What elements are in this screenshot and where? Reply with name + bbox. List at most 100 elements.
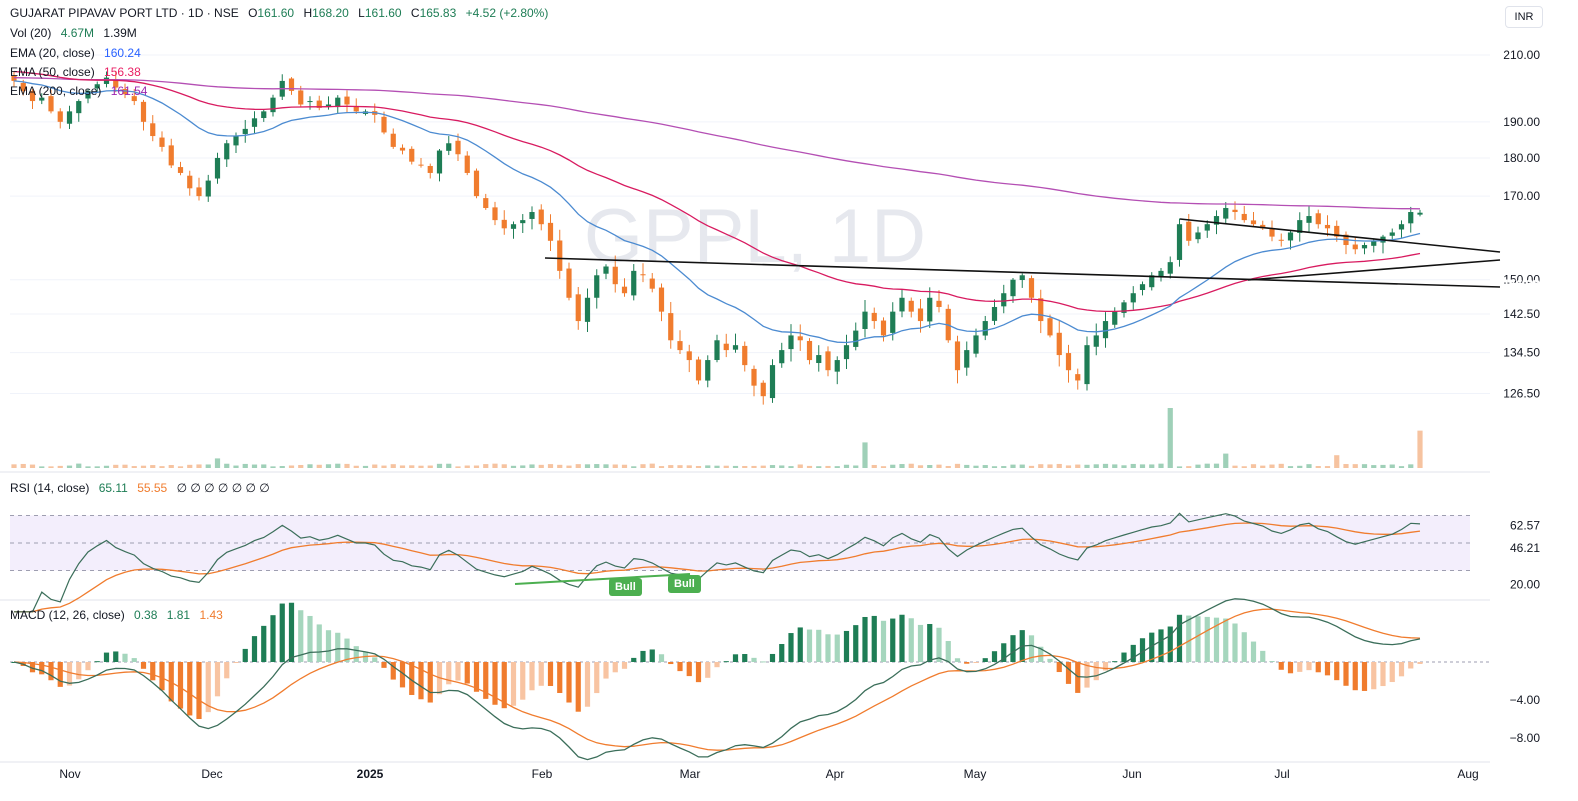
volume-bar <box>927 464 933 468</box>
trendline <box>1179 218 1501 253</box>
macd-histogram-bar <box>621 662 628 669</box>
volume-bar <box>1343 464 1349 468</box>
candle-body <box>816 355 822 364</box>
symbol-watermark: GPPL, 1D <box>584 194 926 279</box>
volume-bar <box>631 466 637 468</box>
macd-histogram-bar <box>233 662 239 663</box>
symbol-name[interactable]: GUJARAT PIPAVAV PORT LTD · 1D · NSE <box>10 6 239 20</box>
candle-body <box>1139 284 1146 291</box>
volume-bar <box>11 464 17 468</box>
macd-histogram-bar <box>261 625 267 662</box>
candle-body <box>1204 224 1210 231</box>
macd-histogram-bar <box>1047 658 1053 662</box>
candle-body <box>1361 245 1368 249</box>
candle-body <box>39 97 45 101</box>
macd-histogram-bar <box>224 662 230 679</box>
volume-bar <box>640 464 646 468</box>
candle-body <box>779 350 785 364</box>
candle-body <box>1102 321 1109 339</box>
macd-histogram-bar <box>335 632 341 662</box>
candle-body <box>1334 225 1340 237</box>
macd-histogram-bar <box>908 618 914 662</box>
candle-body <box>594 275 600 298</box>
macd-histogram-bar <box>612 662 618 673</box>
macd-histogram-bar <box>1389 662 1395 683</box>
volume-legend[interactable]: Vol (20) 4.67M 1.39M <box>10 26 137 40</box>
macd-histogram-bar <box>325 630 332 662</box>
volume-bar <box>621 464 628 468</box>
candle-body <box>862 311 868 329</box>
candle-body <box>131 96 137 102</box>
time-axis-label: Mar <box>680 767 701 781</box>
macd-histogram-bar <box>584 662 591 707</box>
volume-bar <box>335 463 341 468</box>
macd-histogram-bar <box>427 662 433 703</box>
candle-body <box>575 294 581 322</box>
ohlc-change: +4.52 (+2.80%) <box>465 6 549 20</box>
candle-body <box>455 140 461 155</box>
macd-histogram-bar <box>85 662 91 671</box>
macd-histogram-bar <box>196 662 202 720</box>
ema50-legend[interactable]: EMA (50, close) 156.38 <box>10 65 141 79</box>
macd-legend[interactable]: MACD (12, 26, close) 0.38 1.81 1.43 <box>10 608 223 622</box>
volume-bar <box>20 463 26 468</box>
macd-histogram-bar <box>270 615 276 662</box>
ema200-line <box>13 77 1421 210</box>
candle-body <box>1315 213 1321 225</box>
candle-body <box>557 240 563 271</box>
candle-body <box>381 116 387 133</box>
volume-bar <box>1075 464 1081 468</box>
volume-bar <box>732 465 739 468</box>
volume-bar <box>214 458 221 468</box>
volume-bar <box>1204 463 1210 468</box>
volume-bar <box>1010 464 1016 468</box>
candle-body <box>418 164 424 166</box>
time-axis-label: May <box>964 767 987 781</box>
currency-button[interactable]: INR <box>1505 6 1543 28</box>
macd-histogram-bar <box>381 662 387 668</box>
volume-bar <box>196 464 202 468</box>
candle-body <box>871 312 877 322</box>
macd-histogram-bar <box>1398 662 1405 677</box>
macd-histogram-group <box>11 602 1423 720</box>
ema200-legend[interactable]: EMA (200, close) 161.54 <box>10 84 148 98</box>
volume-bar <box>1297 465 1303 468</box>
volume-bar <box>1352 464 1358 468</box>
rsi-legend[interactable]: RSI (14, close) 65.11 55.55 ∅ ∅ ∅ ∅ ∅ ∅ … <box>10 481 270 495</box>
volume-bar <box>1232 465 1238 468</box>
volume-bar <box>399 465 406 468</box>
volume-bar <box>1287 466 1294 468</box>
macd-histogram-bar <box>279 603 285 662</box>
macd-histogram-bar <box>344 638 350 662</box>
macd-histogram-bar <box>566 662 572 703</box>
candle-body <box>1130 293 1136 303</box>
candle-body <box>705 360 711 381</box>
volume-bar <box>520 465 526 468</box>
macd-histogram-bar <box>1038 646 1044 662</box>
candle-body <box>113 79 119 88</box>
volume-bar <box>871 464 877 468</box>
volume-bar <box>1195 464 1201 468</box>
ema20-legend[interactable]: EMA (20, close) 160.24 <box>10 46 141 60</box>
ohlc-low: 161.60 <box>364 6 402 20</box>
macd-histogram-bar <box>640 650 646 662</box>
volume-bar <box>954 463 961 468</box>
macd-histogram-bar <box>788 633 794 662</box>
macd-histogram-bar <box>520 662 526 700</box>
volume-bar <box>1056 463 1062 468</box>
volume-bar <box>103 465 110 468</box>
macd-histogram-bar <box>779 644 785 662</box>
candle-body <box>899 297 905 312</box>
volume-bar <box>843 464 850 468</box>
candle-body <box>640 274 646 276</box>
volume-bar <box>353 465 359 468</box>
candle-body <box>936 300 942 307</box>
macd-histogram-bar <box>843 630 850 662</box>
macd-histogram-bar <box>686 662 692 677</box>
volume-bar <box>890 464 896 468</box>
candle-body <box>1232 209 1238 213</box>
macd-histogram-bar <box>871 615 877 662</box>
macd-histogram-bar <box>557 662 563 693</box>
volume-bar <box>1389 464 1395 468</box>
